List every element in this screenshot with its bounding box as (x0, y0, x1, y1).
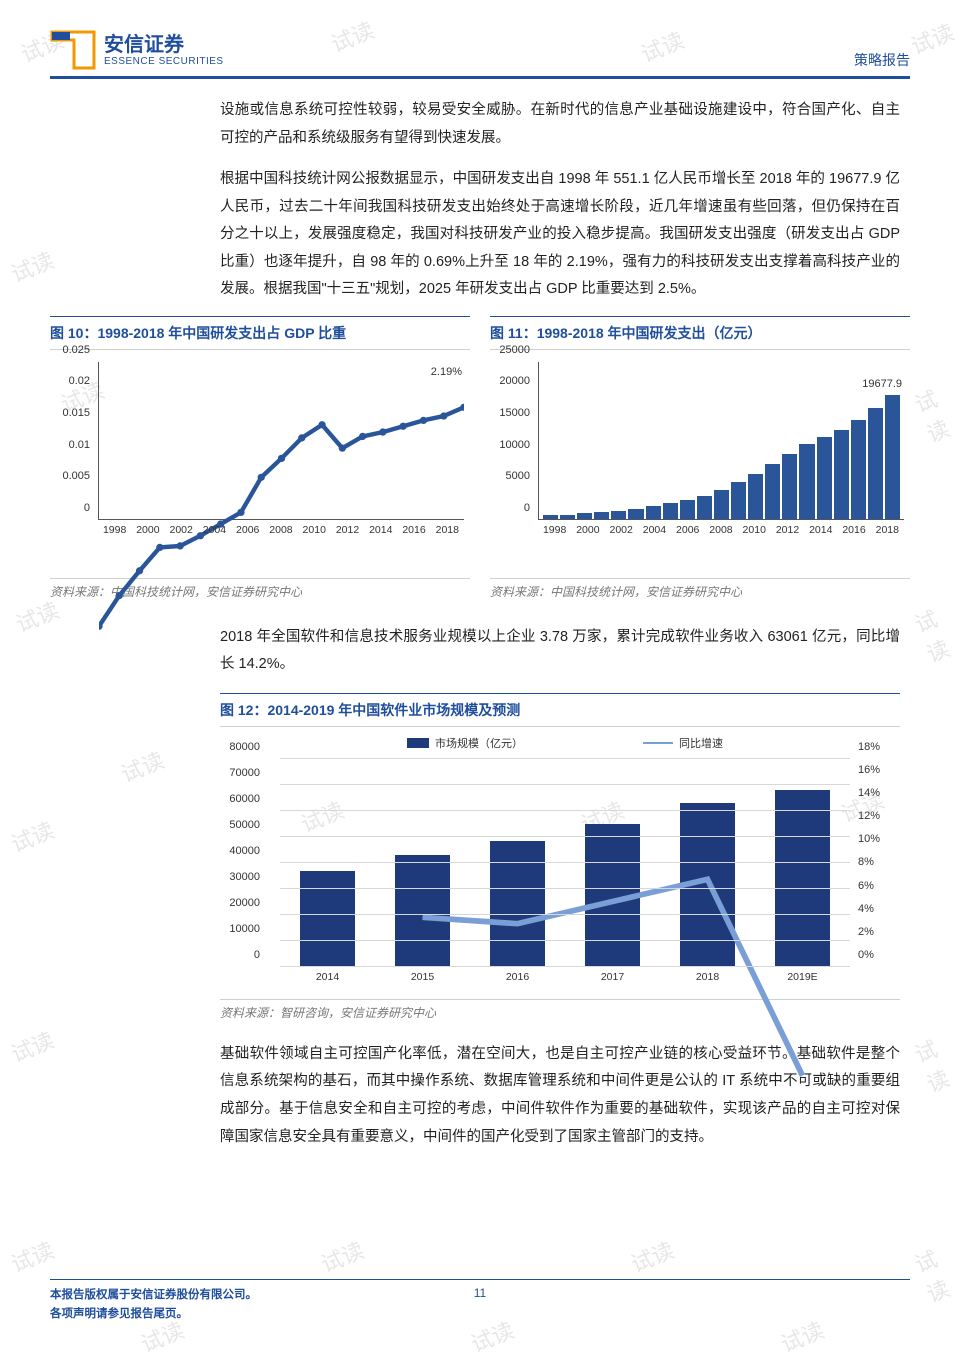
figure-10-title: 图 10：1998-2018 年中国研发支出占 GDP 比重 (50, 316, 470, 350)
figure-11: 图 11：1998-2018 年中国研发支出（亿元） 0500010000150… (490, 316, 910, 600)
figure-12-legend: 市场规模（亿元） 同比增速 (280, 735, 850, 751)
watermark: 试读 (6, 1023, 59, 1069)
watermark: 试读 (909, 1025, 960, 1099)
paragraph-1: 设施或信息系统可控性较弱，较易受安全威胁。在新时代的信息产业基础设施建设中，符合… (220, 97, 900, 152)
footer-copyright: 本报告版权属于安信证券股份有限公司。 各项声明请参见报告尾页。 (50, 1286, 257, 1323)
watermark: 试读 (909, 595, 960, 669)
legend-bar: 市场规模（亿元） (407, 735, 523, 751)
watermark: 试读 (116, 743, 169, 789)
watermark: 试读 (909, 375, 960, 449)
watermark: 试读 (6, 243, 59, 289)
page-footer: 本报告版权属于安信证券股份有限公司。 各项声明请参见报告尾页。 11 (50, 1279, 910, 1323)
watermark: 试读 (11, 593, 64, 639)
page-number: 11 (474, 1286, 486, 1300)
legend-line: 同比增速 (643, 735, 723, 751)
watermark: 试读 (6, 1233, 59, 1279)
logo: 安信证券 ESSENCE SECURITIES (50, 30, 224, 70)
figure-12-chart: 市场规模（亿元） 同比增速 01000020000300004000050000… (220, 733, 900, 993)
paragraph-2: 根据中国科技统计网公报数据显示，中国研发支出自 1998 年 551.1 亿人民… (220, 166, 900, 304)
figure-11-annotation: 19677.9 (862, 378, 902, 390)
page-header: 安信证券 ESSENCE SECURITIES 策略报告 (50, 30, 910, 79)
logo-text-cn: 安信证券 (104, 34, 224, 56)
figure-11-source: 资料来源：中国科技统计网，安信证券研究中心 (490, 578, 910, 600)
logo-text-en: ESSENCE SECURITIES (104, 56, 224, 67)
watermark: 试读 (906, 15, 959, 61)
figure-11-chart: 0500010000150002000025000 19677.9 199820… (490, 356, 910, 546)
figure-11-title: 图 11：1998-2018 年中国研发支出（亿元） (490, 316, 910, 350)
doc-type: 策略报告 (854, 50, 910, 70)
figure-row-10-11: 图 10：1998-2018 年中国研发支出占 GDP 比重 00.0050.0… (50, 316, 910, 600)
figure-10-chart: 00.0050.010.0150.020.025 2.19% 199820002… (50, 356, 470, 546)
watermark: 试读 (6, 813, 59, 859)
figure-10: 图 10：1998-2018 年中国研发支出占 GDP 比重 00.0050.0… (50, 316, 470, 600)
watermark: 试读 (909, 1235, 960, 1309)
logo-icon (50, 30, 96, 70)
figure-10-annotation: 2.19% (431, 366, 462, 378)
